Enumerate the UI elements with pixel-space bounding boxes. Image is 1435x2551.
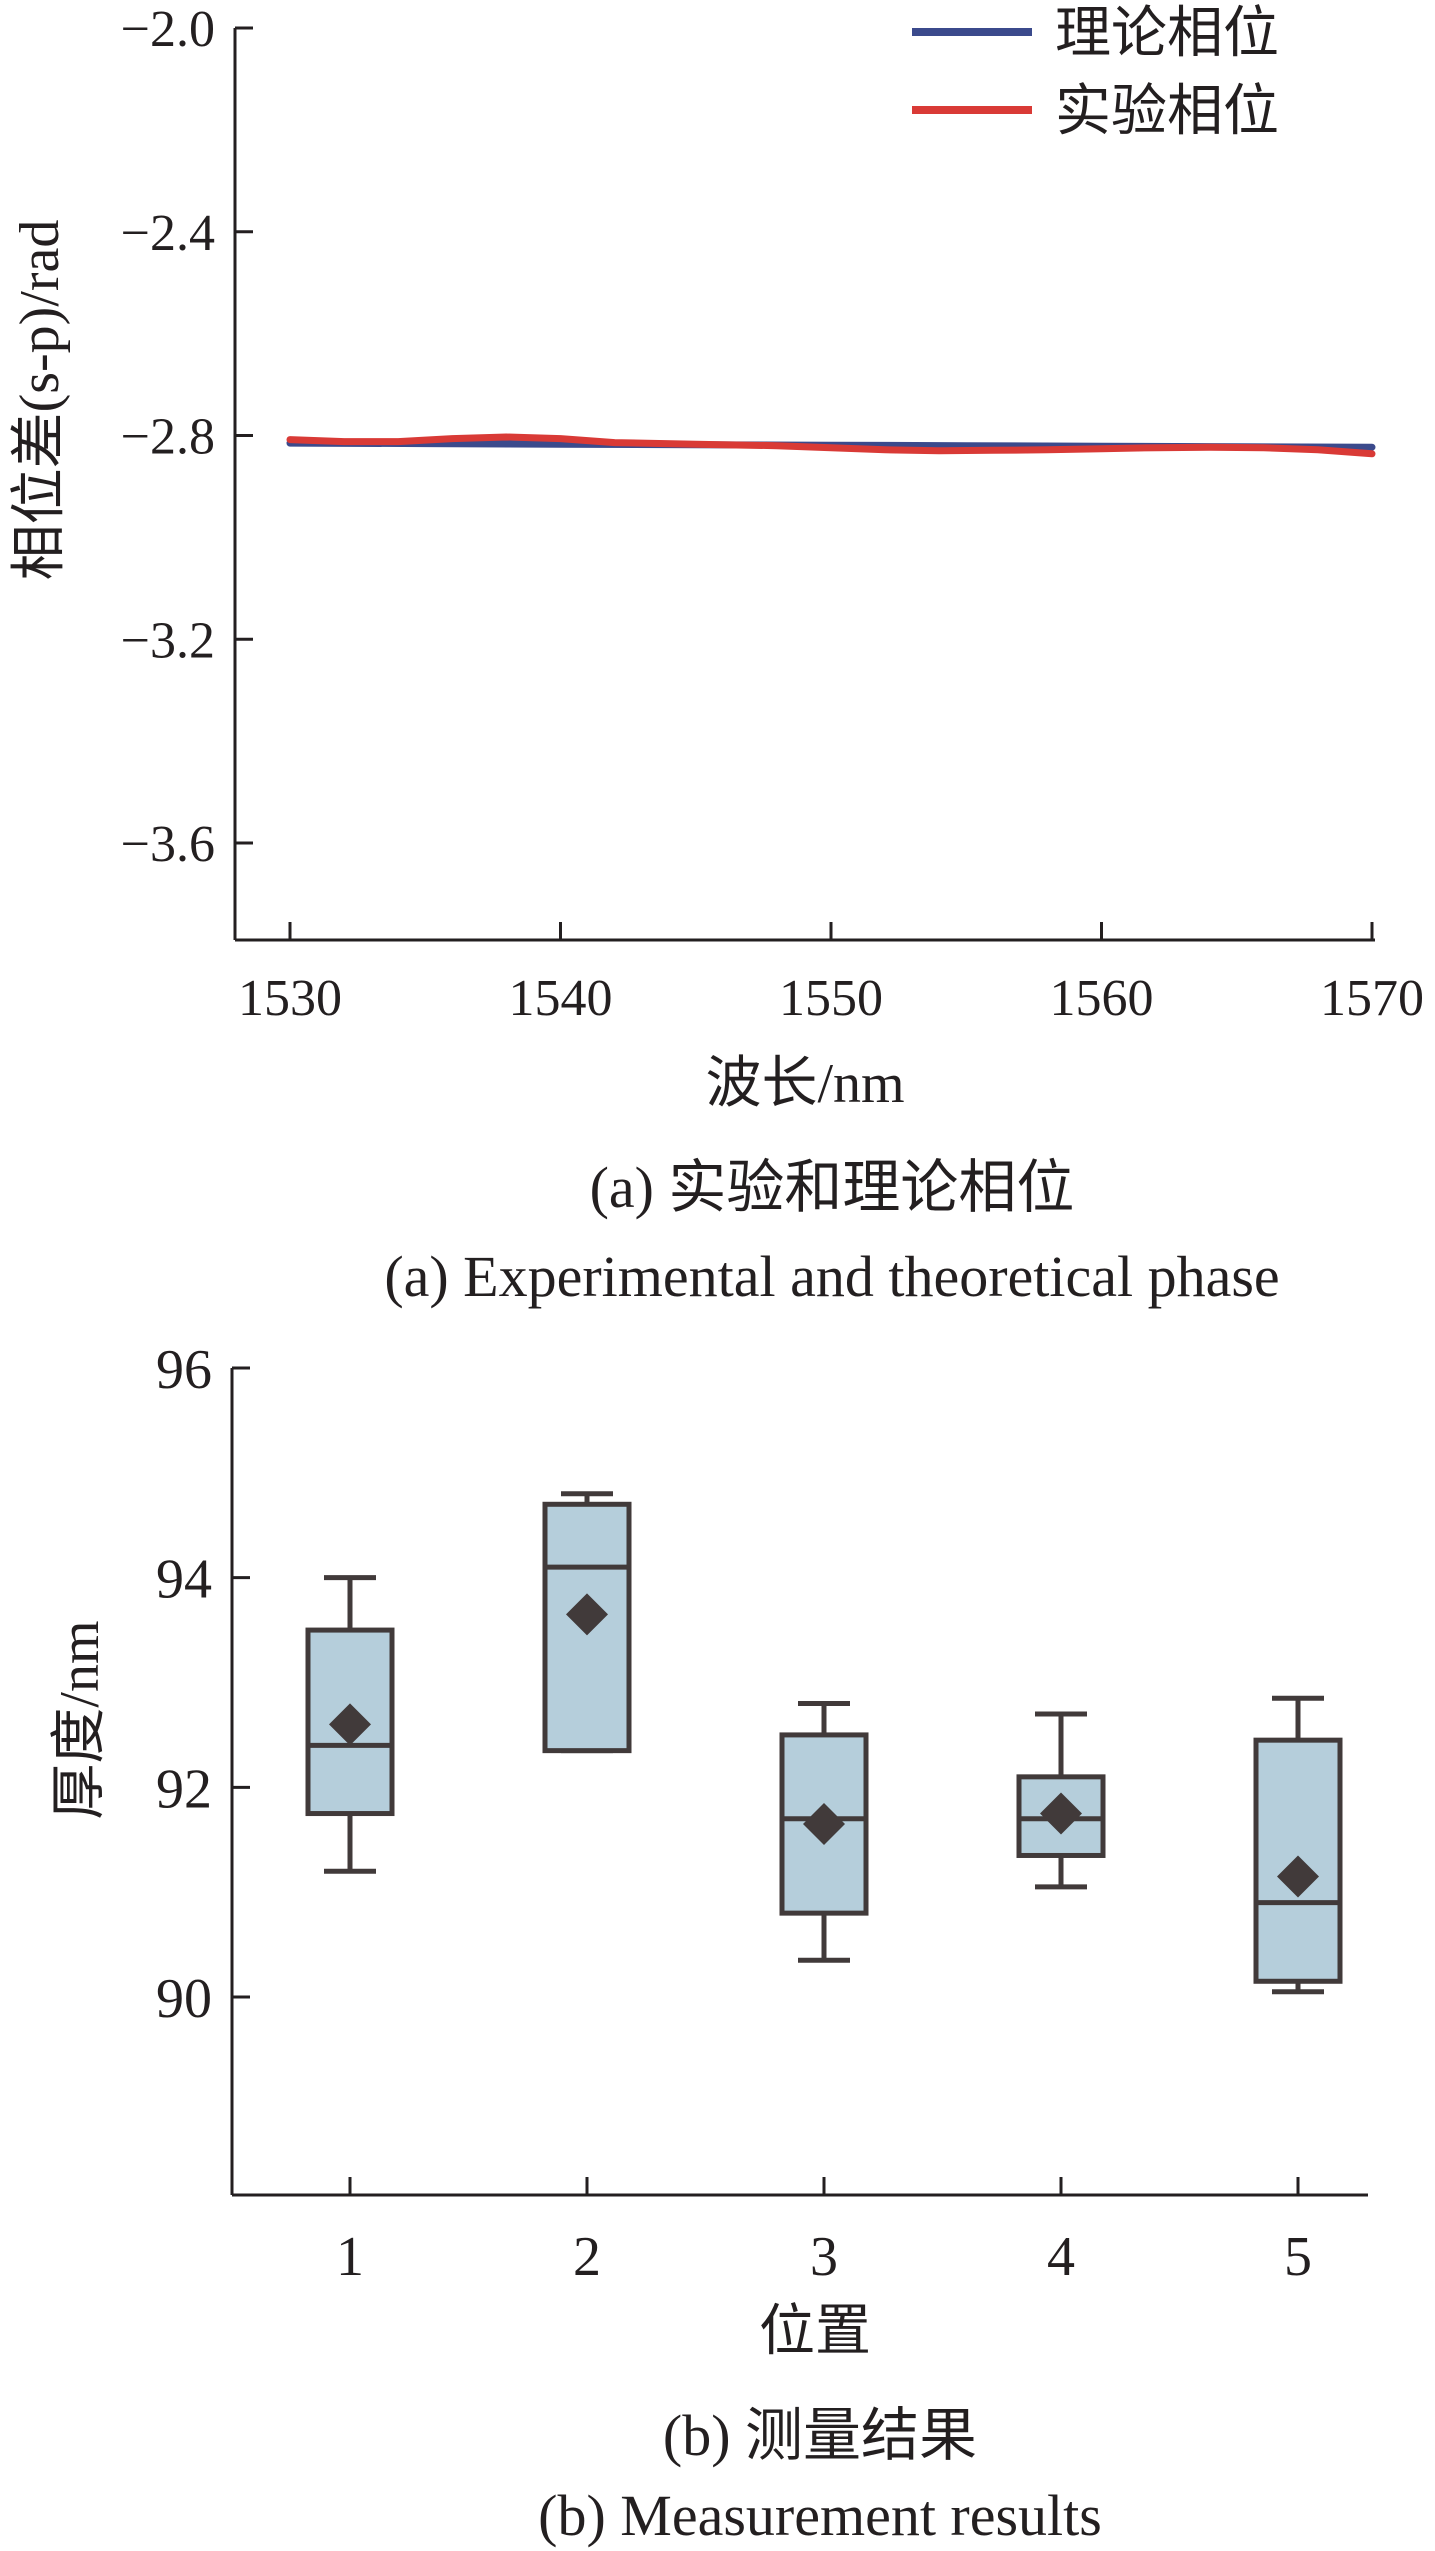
- chart-b-x-tick-label: 4: [1047, 2226, 1075, 2288]
- chart-b-caption-en: (b) Measurement results: [538, 2483, 1102, 2548]
- chart-a-caption-en: (a) Experimental and theoretical phase: [384, 1244, 1279, 1309]
- box-iqr: [542, 1501, 632, 1754]
- chart-a-y-tick-label: −2.8: [121, 409, 215, 466]
- chart-b-x-tick-label: 3: [810, 2226, 838, 2288]
- chart-a-x-axis-title: 波长/nm: [705, 1053, 904, 1115]
- chart-b-y-tick-label: 92: [156, 1758, 212, 1820]
- chart-a-x-tick-label: 1570: [1320, 970, 1424, 1027]
- series-line-experiment: [286, 433, 1376, 458]
- chart-a-y-tick-label: −2.0: [121, 1, 215, 58]
- box-mean-marker: [803, 1803, 845, 1846]
- chart-b: 96 94 92 90 1 2 3 4 5 厚度/nm 位置 (b) 测量结果 (b) Mea…: [49, 1339, 1368, 2548]
- chart-a-x-tick-label: 1540: [509, 970, 613, 1027]
- box-position-3: [779, 1700, 869, 1963]
- chart-a-y-tick-label: −2.4: [121, 205, 215, 262]
- box-position-4: [1016, 1711, 1106, 1890]
- chart-a-x-tick-label: 1550: [779, 970, 883, 1027]
- chart-b-x-tick-label: 5: [1284, 2226, 1312, 2288]
- chart-a-y-tick-label: −3.6: [121, 816, 215, 873]
- legend-label-theory: 理论相位: [1055, 3, 1279, 65]
- chart-b-x-axis-title: 位置: [759, 2301, 871, 2363]
- chart-b-y-tick-label: 94: [156, 1549, 212, 1611]
- chart-a-caption-cn: (a) 实验和理论相位: [590, 1155, 1075, 1220]
- chart-a: −2.0 −2.4 −2.8 −3.2 −3.6 1530 1540 1550 1560 157…: [9, 1, 1424, 1309]
- box-mean-marker: [329, 1703, 371, 1746]
- chart-a-y-axis-title: 相位差(s-p)/rad: [9, 220, 71, 581]
- chart-b-y-tick-label: 90: [156, 1968, 212, 2030]
- box-position-1: [305, 1575, 395, 1874]
- chart-b-y-axis-title: 厚度/nm: [49, 1620, 111, 1819]
- box-mean-marker: [566, 1593, 608, 1636]
- chart-a-x-tick-label: 1530: [238, 970, 342, 1027]
- legend-label-experiment: 实验相位: [1055, 81, 1279, 143]
- chart-b-x-tick-label: 1: [336, 2226, 364, 2288]
- box-mean-marker: [1277, 1855, 1319, 1898]
- chart-b-x-tick-label: 2: [573, 2226, 601, 2288]
- chart-a-x-tick-label: 1560: [1050, 970, 1154, 1027]
- chart-b-y-tick-label: 96: [156, 1339, 212, 1401]
- chart-b-caption-cn: (b) 测量结果: [663, 2403, 977, 2468]
- box-position-5: [1253, 1695, 1343, 1995]
- chart-a-y-tick-label: −3.2: [121, 612, 215, 669]
- box-mean-marker: [1040, 1792, 1082, 1835]
- box-position-2: [542, 1491, 632, 1754]
